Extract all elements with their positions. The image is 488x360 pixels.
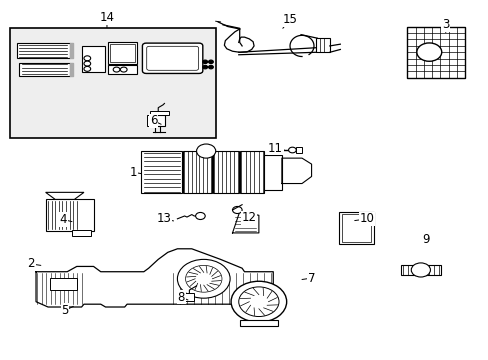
Text: 11: 11 bbox=[267, 142, 284, 155]
Text: 5: 5 bbox=[61, 304, 73, 317]
Circle shape bbox=[238, 287, 279, 316]
Circle shape bbox=[185, 265, 222, 292]
Bar bbox=[45, 199, 93, 231]
Bar bbox=[17, 44, 69, 58]
Bar bbox=[147, 116, 152, 126]
Circle shape bbox=[231, 281, 286, 322]
Bar bbox=[141, 151, 182, 193]
Circle shape bbox=[232, 207, 242, 213]
Circle shape bbox=[84, 61, 90, 66]
Text: 8: 8 bbox=[177, 291, 187, 303]
Circle shape bbox=[410, 263, 429, 277]
Circle shape bbox=[84, 66, 90, 71]
Bar bbox=[110, 44, 135, 62]
FancyBboxPatch shape bbox=[142, 43, 203, 73]
Bar bbox=[19, 63, 69, 76]
Circle shape bbox=[195, 212, 205, 220]
Bar bbox=[212, 151, 239, 193]
Bar bbox=[240, 151, 264, 193]
Circle shape bbox=[177, 259, 230, 298]
Text: 9: 9 bbox=[421, 234, 428, 247]
Circle shape bbox=[416, 43, 441, 61]
Text: 15: 15 bbox=[282, 13, 297, 28]
Bar bbox=[108, 42, 137, 64]
Bar bbox=[81, 46, 104, 72]
Bar bbox=[72, 230, 91, 237]
Text: 2: 2 bbox=[27, 257, 41, 270]
Bar bbox=[296, 147, 302, 153]
Bar bbox=[183, 151, 211, 193]
Circle shape bbox=[288, 147, 296, 153]
Bar bbox=[149, 111, 168, 116]
Circle shape bbox=[203, 60, 207, 64]
Text: 13: 13 bbox=[156, 212, 173, 225]
Circle shape bbox=[208, 60, 213, 64]
Text: 4: 4 bbox=[60, 213, 72, 226]
Circle shape bbox=[120, 67, 127, 72]
Bar bbox=[316, 38, 329, 52]
Bar bbox=[407, 27, 464, 78]
Bar bbox=[10, 28, 215, 138]
Text: 7: 7 bbox=[302, 271, 315, 284]
Bar bbox=[339, 212, 373, 244]
Bar bbox=[151, 116, 165, 126]
Text: 6: 6 bbox=[149, 114, 161, 127]
Bar bbox=[108, 65, 137, 74]
Bar bbox=[50, 278, 77, 290]
Circle shape bbox=[84, 56, 90, 61]
Bar bbox=[400, 265, 440, 275]
Circle shape bbox=[113, 67, 120, 72]
FancyBboxPatch shape bbox=[146, 46, 198, 70]
Text: 10: 10 bbox=[354, 212, 374, 225]
Bar bbox=[239, 320, 278, 326]
Text: 12: 12 bbox=[241, 211, 256, 224]
Polygon shape bbox=[45, 192, 84, 199]
Circle shape bbox=[203, 66, 207, 69]
Text: 3: 3 bbox=[441, 18, 448, 32]
Bar bbox=[184, 293, 194, 301]
Circle shape bbox=[196, 144, 215, 158]
Bar bbox=[341, 214, 371, 242]
Circle shape bbox=[208, 66, 213, 69]
Text: 1: 1 bbox=[129, 166, 141, 179]
Bar bbox=[263, 154, 281, 190]
Text: 14: 14 bbox=[99, 11, 114, 28]
